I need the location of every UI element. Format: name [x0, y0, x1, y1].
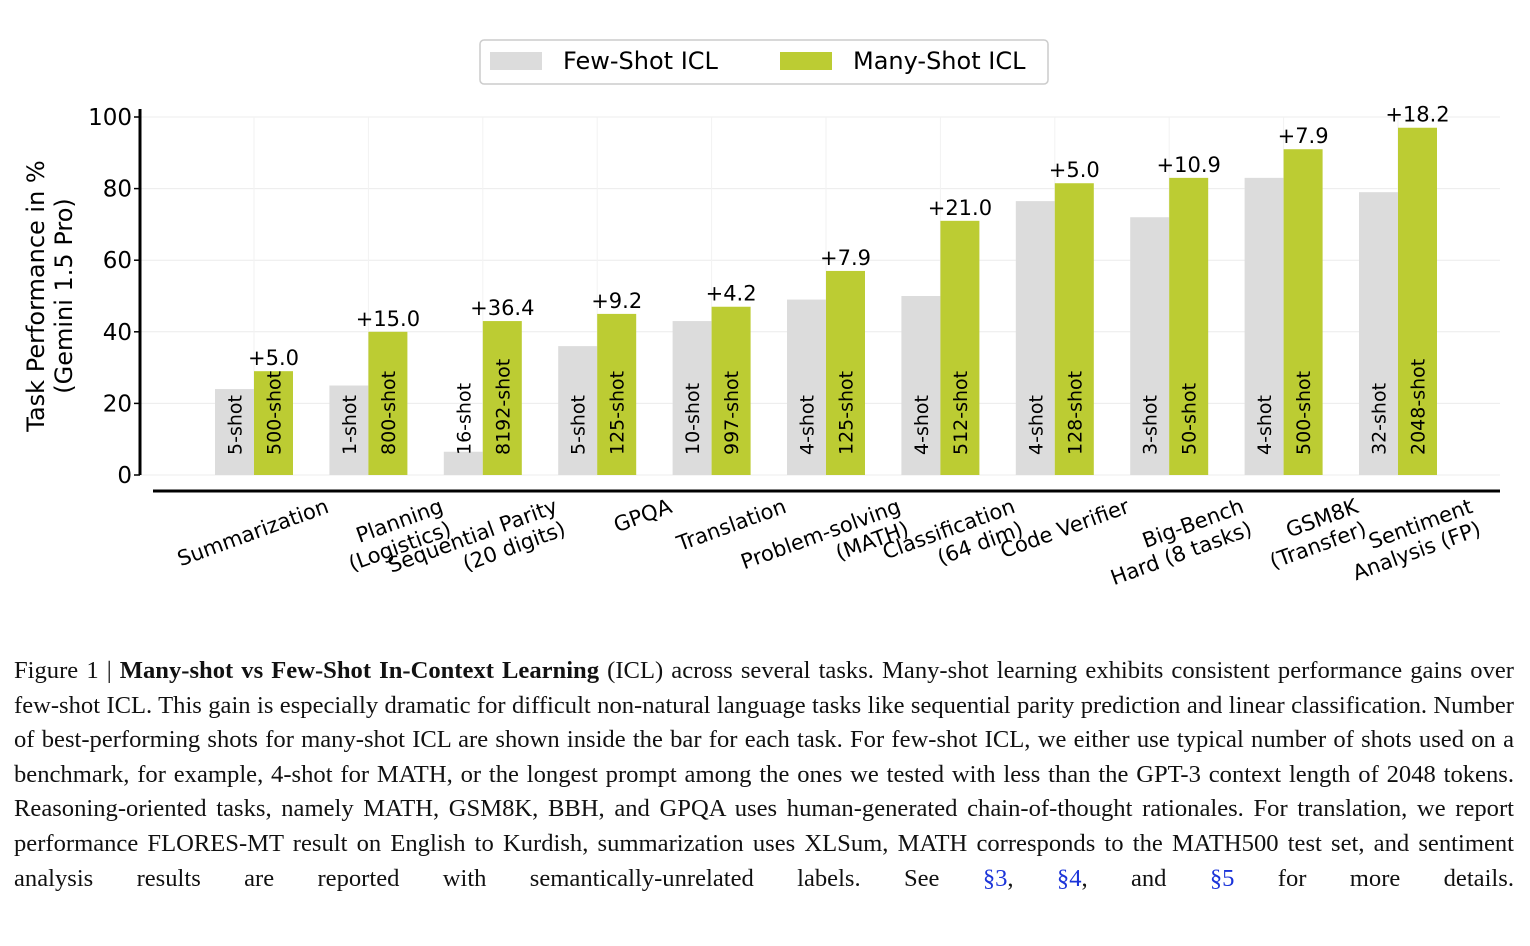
gain-label: +15.0	[356, 307, 420, 331]
many-shot-count-label: 500-shot	[1293, 371, 1315, 455]
many-shot-count-label: 128-shot	[1064, 371, 1086, 455]
many-shot-count-label: 8192-shot	[492, 359, 514, 455]
few-shot-count-label: 4-shot	[797, 395, 819, 455]
y-tick-label: 0	[117, 463, 132, 489]
gain-label: +36.4	[470, 296, 534, 320]
gain-label: +4.2	[706, 282, 757, 306]
few-shot-bar	[1244, 177, 1284, 476]
many-shot-bar	[1283, 149, 1323, 475]
many-shot-count-label: 125-shot	[836, 371, 858, 455]
caption-label: Figure 1 |	[14, 657, 120, 684]
few-shot-bar	[1359, 192, 1398, 475]
gain-label: +7.9	[1278, 124, 1329, 148]
gain-label: +5.0	[248, 346, 299, 370]
axes: 0 20 40 60 80 100 Task Performance in %(Gemini…	[22, 105, 1500, 493]
few-shot-bar	[215, 389, 254, 475]
many-shot-count-label: 800-shot	[378, 371, 400, 455]
figure-caption: Figure 1 | Many-shot vs Few-Shot In-Cont…	[14, 657, 1514, 892]
legend-label-many-shot: Many-Shot ICL	[853, 47, 1026, 75]
few-shot-count-label: 1-shot	[339, 395, 361, 455]
gain-label: +21.0	[928, 196, 992, 220]
legend-swatch-few-shot	[490, 52, 542, 70]
gain-label: +5.0	[1049, 158, 1100, 182]
y-tick-label: 100	[88, 105, 132, 131]
few-shot-count-label: 5-shot	[225, 395, 247, 455]
y-axis-label: Task Performance in %(Gemini 1.5 Pro)	[22, 160, 78, 432]
section-3-link[interactable]: §3	[982, 864, 1008, 892]
many-shot-bar	[1054, 183, 1094, 476]
many-shot-count-label: 50-shot	[1179, 383, 1201, 455]
few-shot-count-label: 4-shot	[1025, 395, 1047, 455]
many-shot-count-label: 500-shot	[264, 371, 286, 455]
many-shot-bar	[482, 321, 522, 475]
many-shot-count-label: 997-shot	[721, 371, 743, 455]
caption-title: Many-shot vs Few-Shot In-Context Learnin…	[119, 657, 600, 684]
many-shot-bar	[826, 270, 865, 475]
gain-label: +9.2	[591, 289, 642, 313]
legend-label-few-shot: Few-Shot ICL	[563, 47, 719, 75]
few-shot-bar	[329, 385, 369, 475]
gain-label: +7.9	[820, 246, 871, 270]
few-shot-bar	[787, 299, 826, 475]
section-5-link[interactable]: §5	[1209, 864, 1235, 892]
y-tick-label: 80	[103, 177, 132, 203]
few-shot-count-label: 32-shot	[1369, 383, 1391, 455]
many-shot-count-label: 2048-shot	[1408, 359, 1430, 455]
few-shot-bar	[1130, 217, 1170, 476]
few-shot-count-label: 4-shot	[1254, 395, 1276, 455]
many-shot-bar	[1169, 177, 1209, 476]
gain-label: +18.2	[1385, 103, 1449, 127]
y-tick-label: 20	[103, 391, 132, 417]
few-shot-bar	[672, 321, 712, 475]
section-4-link[interactable]: §4	[1056, 864, 1082, 892]
gain-label: +10.9	[1157, 153, 1221, 177]
many-shot-bar	[254, 371, 293, 475]
few-shot-count-label: 16-shot	[453, 383, 475, 455]
bars	[215, 127, 1437, 476]
many-shot-count-label: 512-shot	[950, 371, 972, 455]
few-shot-count-label: 4-shot	[911, 395, 933, 455]
caption-body: (ICL) across several tasks. Many-shot le…	[14, 657, 1514, 892]
many-shot-bar	[940, 220, 980, 475]
few-shot-count-label: 5-shot	[568, 395, 590, 455]
legend-swatch-many-shot	[780, 52, 832, 70]
few-shot-bar	[1015, 201, 1055, 475]
many-shot-bar	[597, 313, 637, 475]
many-shot-bar	[711, 306, 751, 475]
few-shot-count-label: 3-shot	[1140, 395, 1162, 455]
legend-box	[479, 39, 1049, 85]
bar-chart: 0 20 40 60 80 100 Task Performance in %(Gemini…	[22, 39, 1500, 590]
many-shot-bar	[1398, 127, 1437, 476]
few-shot-bar	[558, 346, 598, 475]
many-shot-count-label: 125-shot	[607, 371, 629, 455]
many-shot-bar	[368, 331, 408, 475]
few-shot-count-label: 10-shot	[682, 383, 704, 455]
legend: Few-Shot ICL Many-Shot ICL	[479, 39, 1049, 85]
x-tick-label: GPQA	[610, 494, 675, 537]
x-tick-label: Summarization	[174, 494, 332, 571]
few-shot-bar	[443, 451, 483, 475]
y-tick-label: 40	[103, 320, 132, 346]
y-tick-label: 60	[103, 248, 132, 274]
few-shot-bar	[901, 296, 941, 475]
